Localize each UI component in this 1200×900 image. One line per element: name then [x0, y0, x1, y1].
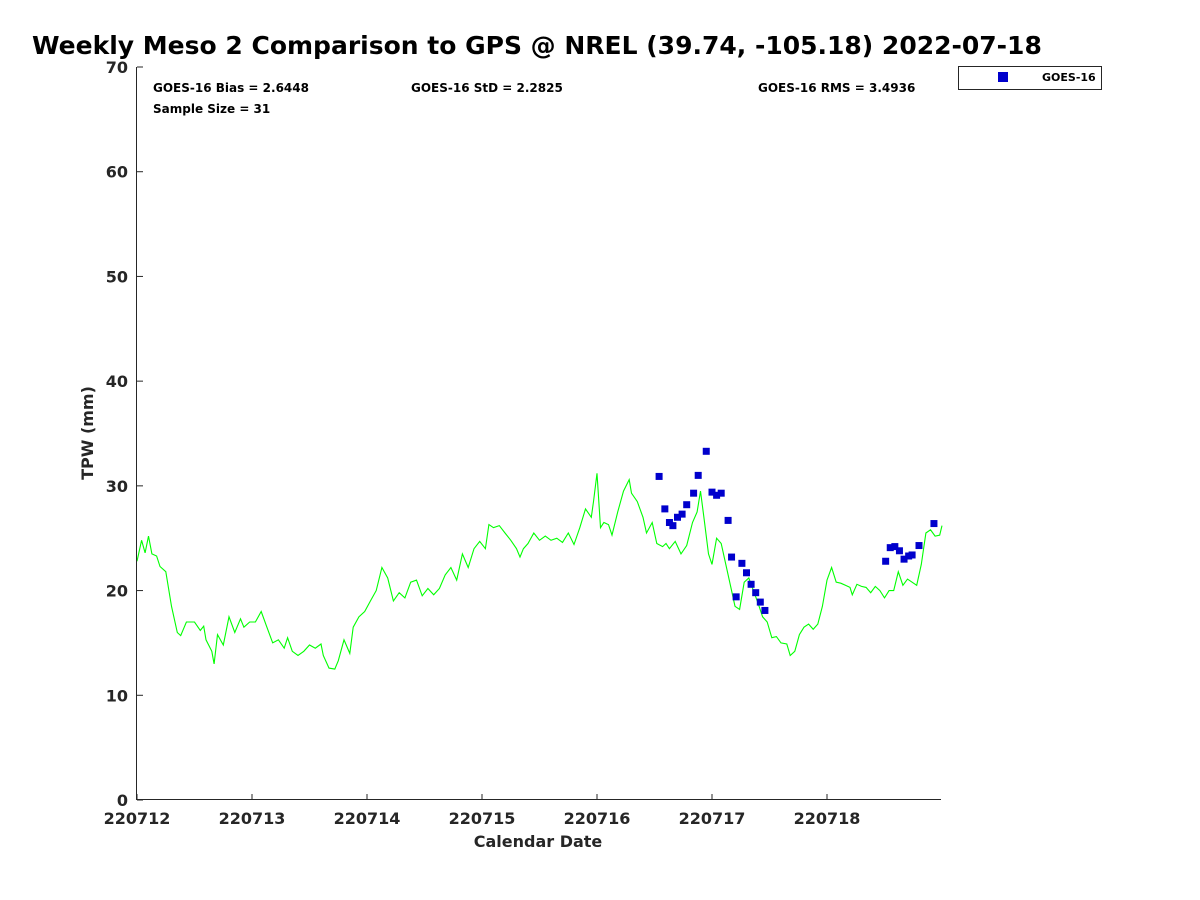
y-tick-label: 60	[106, 163, 128, 182]
chart-title: Weekly Meso 2 Comparison to GPS @ NREL (…	[32, 31, 1042, 60]
x-tick-label: 220718	[794, 809, 861, 828]
y-tick-label: 20	[106, 582, 128, 601]
legend: GOES-16	[958, 66, 1102, 90]
goes16-point	[752, 589, 760, 597]
goes16-point	[728, 553, 736, 561]
goes16-point	[683, 501, 691, 509]
goes16-point	[678, 510, 686, 518]
y-tick-label: 10	[106, 686, 128, 705]
x-tick-label: 220713	[219, 809, 286, 828]
goes16-point	[655, 472, 663, 480]
y-axis-ticks: 0 10 20 30 40 50 60 70	[106, 58, 143, 810]
goes16-point	[756, 598, 764, 606]
goes16-point	[708, 488, 716, 496]
goes16-point	[738, 559, 746, 567]
y-tick-label: 30	[106, 477, 128, 496]
data-layer	[136, 447, 943, 670]
x-tick-label: 220715	[449, 809, 516, 828]
y-tick-label: 40	[106, 372, 128, 391]
x-tick-label: 220714	[334, 809, 401, 828]
y-tick-label: 50	[106, 267, 128, 286]
goes16-point	[886, 544, 894, 552]
x-tick-label: 220716	[564, 809, 631, 828]
goes16-point	[732, 593, 740, 601]
plot-area	[136, 67, 942, 800]
bias-stat: GOES-16 Bias = 2.6448	[153, 81, 309, 95]
x-axis-ticks: 220712 220713 220714 220715 220716 220717 2207…	[104, 794, 861, 828]
goes16-point	[930, 520, 938, 528]
goes16-point	[882, 557, 890, 565]
x-tick-label: 220712	[104, 809, 171, 828]
legend-marker-goes16	[998, 72, 1008, 82]
goes16-point	[674, 513, 681, 521]
rms-stat: GOES-16 RMS = 3.4936	[758, 81, 915, 95]
y-tick-label: 70	[106, 58, 128, 77]
gps-tpw-line	[136, 473, 943, 670]
x-tick-label: 220717	[679, 809, 746, 828]
goes16-point	[891, 543, 899, 551]
y-tick-label: 0	[117, 791, 128, 810]
goes16-point	[713, 491, 721, 499]
goes16-point	[908, 551, 916, 559]
x-axis-label: Calendar Date	[474, 832, 603, 851]
goes16-point	[717, 489, 725, 497]
goes16-point	[895, 547, 903, 555]
sample-size-stat: Sample Size = 31	[153, 102, 270, 116]
goes16-point	[747, 580, 755, 588]
goes16-point	[724, 516, 732, 524]
legend-label-goes16: GOES-16	[1042, 71, 1096, 84]
goes16-point	[690, 489, 698, 497]
goes16-point	[702, 447, 710, 455]
goes16-point	[761, 606, 769, 614]
goes16-point	[694, 471, 702, 479]
std-stat: GOES-16 StD = 2.2825	[411, 81, 563, 95]
goes16-point	[900, 555, 908, 563]
legend-box	[958, 66, 1102, 90]
y-axis-label: TPW (mm)	[78, 386, 97, 480]
goes16-point	[661, 505, 669, 513]
goes16-point	[669, 522, 677, 530]
goes16-point	[915, 542, 923, 550]
goes16-point	[743, 569, 750, 577]
